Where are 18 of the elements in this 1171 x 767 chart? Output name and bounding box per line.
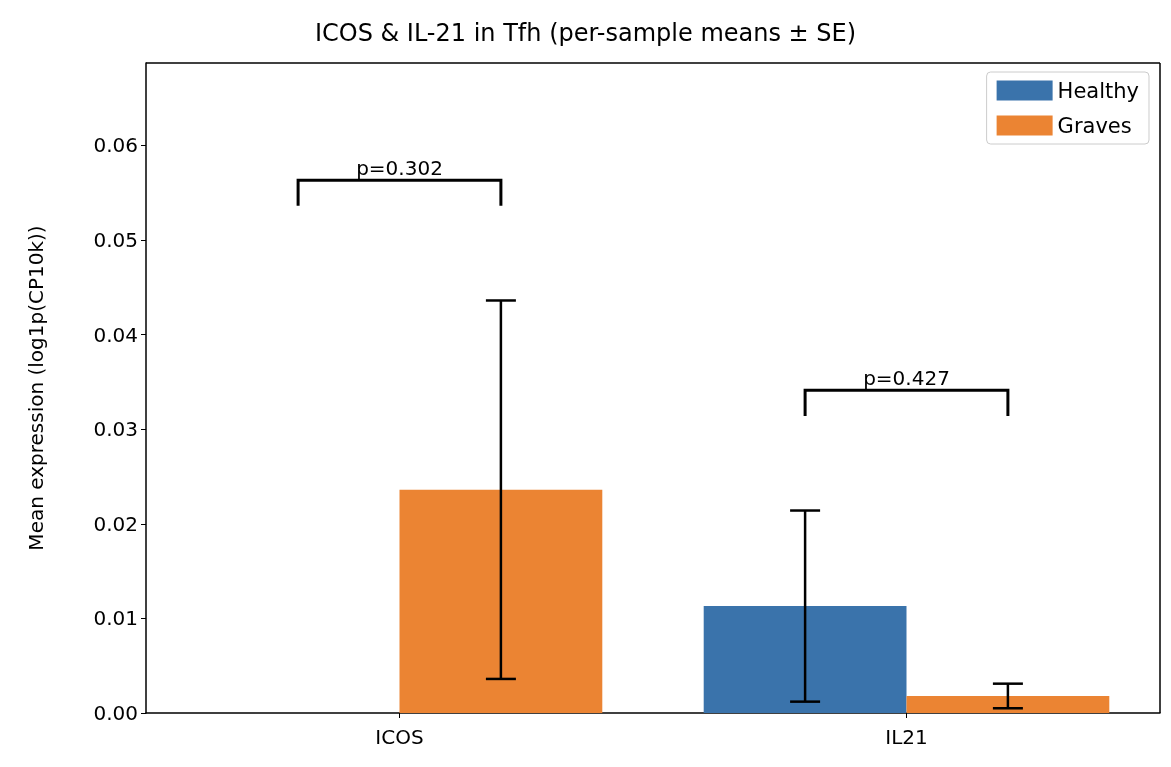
bar xyxy=(399,489,603,713)
annotation: p=0.427 xyxy=(863,366,950,391)
y-tick-label: 0.05 xyxy=(93,227,138,252)
bar xyxy=(703,606,907,713)
chart-title: ICOS & IL-21 in Tfh (per-sample means ± SE) xyxy=(314,19,857,47)
annotation: p=0.302 xyxy=(356,156,443,181)
y-tick-label: 0.06 xyxy=(93,133,138,158)
y-tick-label: 0.02 xyxy=(93,511,138,536)
x-tick-label: IL21 xyxy=(885,725,928,749)
legend-label: Healthy xyxy=(1057,78,1140,103)
y-tick-label: 0.03 xyxy=(93,417,138,442)
x-tick-label: ICOS xyxy=(375,725,424,749)
legend-label: Graves xyxy=(1057,113,1132,138)
y-tick-label: 0.00 xyxy=(93,701,138,725)
y-axis-title: Mean expression (log1p(CP10k)) xyxy=(24,225,48,551)
bar xyxy=(906,695,1110,713)
y-tick-label: 0.04 xyxy=(93,322,138,347)
y-tick-label: 0.01 xyxy=(93,606,138,631)
